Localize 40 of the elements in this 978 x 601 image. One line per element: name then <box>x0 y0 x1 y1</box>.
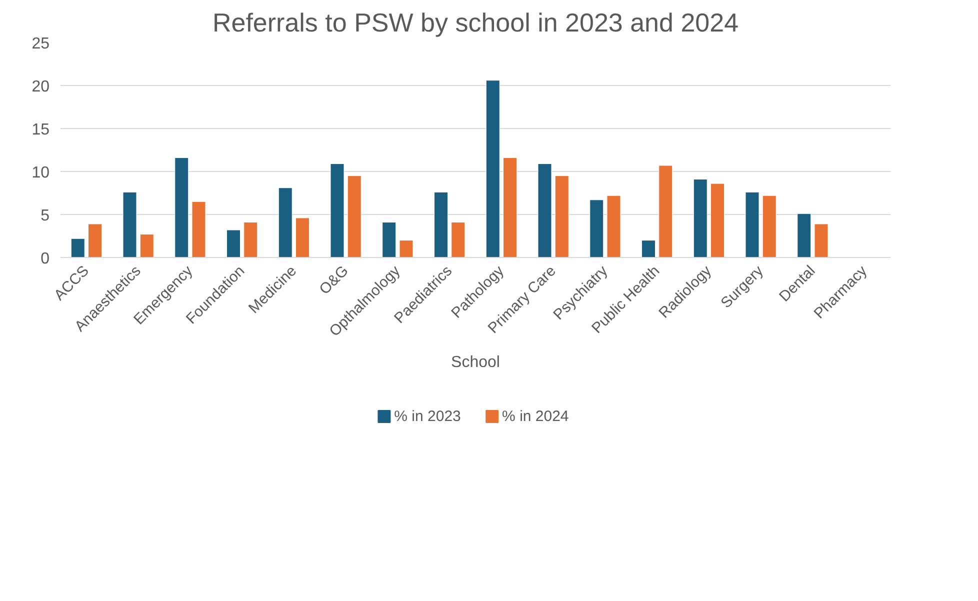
bar <box>642 240 656 258</box>
bar <box>226 230 240 258</box>
bar <box>382 222 396 258</box>
bar <box>70 238 85 258</box>
bar <box>174 157 189 258</box>
bar <box>762 195 776 258</box>
bar <box>658 165 673 258</box>
bar <box>278 188 292 258</box>
x-axis-title: School <box>451 354 500 371</box>
bar <box>797 213 812 258</box>
bar <box>244 222 258 258</box>
bar <box>606 195 621 258</box>
bar <box>710 183 724 258</box>
bar <box>693 178 708 258</box>
bar <box>538 164 552 258</box>
bar <box>554 176 569 258</box>
bar <box>347 176 362 258</box>
bar <box>434 192 448 258</box>
bar <box>140 234 154 258</box>
chart-title: Referrals to PSW by school in 2023 and 2024 <box>212 8 739 38</box>
bar <box>399 240 414 258</box>
y-tick-label: 10 <box>32 164 50 182</box>
bar <box>296 218 310 258</box>
bar <box>486 80 500 258</box>
y-tick-label: 25 <box>32 36 50 52</box>
bar <box>451 222 466 258</box>
legend-label: % in 2024 <box>502 408 569 425</box>
y-tick-label: 20 <box>32 78 50 96</box>
bar <box>503 157 517 258</box>
bar <box>814 224 828 258</box>
bar <box>590 200 604 258</box>
y-tick-label: 0 <box>40 250 50 268</box>
y-tick-label: 5 <box>40 208 50 224</box>
legend-label: % in 2023 <box>394 408 461 425</box>
bar <box>745 192 760 258</box>
bar <box>88 224 102 258</box>
y-tick-label: 15 <box>32 122 50 138</box>
bar <box>330 164 344 258</box>
bar <box>192 201 206 258</box>
bar <box>122 192 137 258</box>
